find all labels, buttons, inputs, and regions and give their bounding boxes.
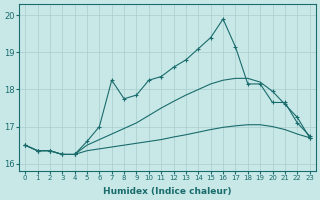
X-axis label: Humidex (Indice chaleur): Humidex (Indice chaleur) [103,187,232,196]
